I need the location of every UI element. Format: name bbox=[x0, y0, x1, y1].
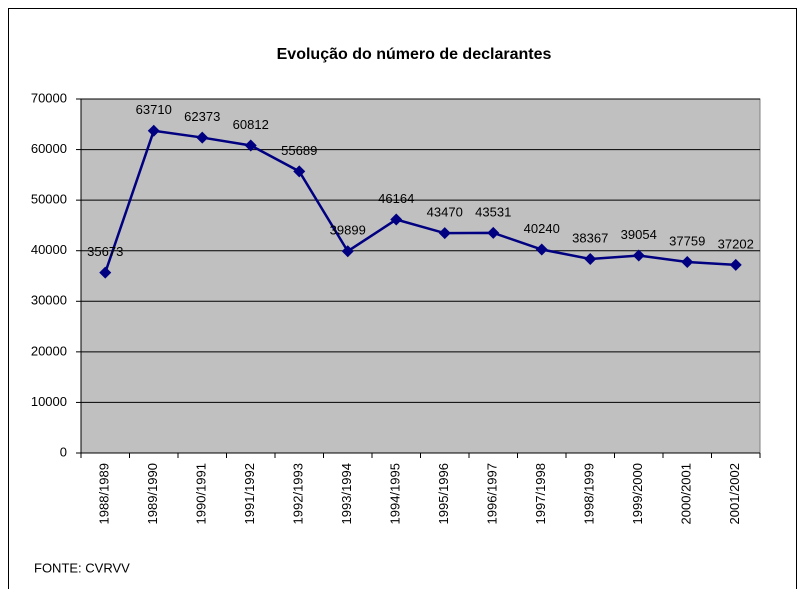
data-label: 38367 bbox=[572, 230, 608, 245]
x-tick-label: 1999/2000 bbox=[630, 463, 645, 524]
plot-area bbox=[80, 98, 761, 454]
y-tick-label: 40000 bbox=[31, 242, 67, 257]
x-tick-label: 1990/1991 bbox=[194, 463, 209, 524]
data-point bbox=[535, 243, 548, 256]
y-tick-label: 60000 bbox=[31, 141, 67, 156]
data-label: 35673 bbox=[87, 244, 123, 259]
x-tick-label: 1994/1995 bbox=[388, 463, 403, 524]
data-label: 43470 bbox=[427, 205, 463, 220]
data-label: 60812 bbox=[233, 117, 269, 132]
data-point bbox=[632, 249, 645, 262]
data-point bbox=[438, 227, 451, 240]
data-label: 46164 bbox=[378, 191, 414, 206]
source-note: FONTE: CVRVV bbox=[34, 560, 130, 575]
data-point bbox=[293, 165, 306, 178]
data-label: 40240 bbox=[524, 221, 560, 236]
x-tick-label: 1993/1994 bbox=[339, 463, 354, 524]
y-tick-label: 0 bbox=[60, 444, 67, 459]
x-tick-label: 1995/1996 bbox=[436, 463, 451, 524]
data-point bbox=[244, 139, 257, 152]
data-point bbox=[681, 256, 694, 269]
y-tick-label: 70000 bbox=[31, 90, 67, 105]
x-tick-label: 1997/1998 bbox=[533, 463, 548, 524]
y-tick-label: 20000 bbox=[31, 343, 67, 358]
data-label: 43531 bbox=[475, 204, 511, 219]
data-point bbox=[99, 266, 112, 279]
x-tick-label: 1996/1997 bbox=[485, 463, 500, 524]
y-tick-label: 50000 bbox=[31, 192, 67, 207]
x-tick-label: 2001/2002 bbox=[727, 463, 742, 524]
data-point bbox=[584, 252, 597, 265]
x-tick-label: 1992/1993 bbox=[291, 463, 306, 524]
data-point bbox=[390, 213, 403, 226]
data-label: 55689 bbox=[281, 143, 317, 158]
x-tick-label: 1991/1992 bbox=[242, 463, 257, 524]
y-tick-label: 30000 bbox=[31, 293, 67, 308]
data-point bbox=[196, 131, 209, 144]
x-tick-label: 1998/1999 bbox=[582, 463, 597, 524]
x-tick-label: 2000/2001 bbox=[679, 463, 694, 524]
data-label: 37759 bbox=[669, 233, 705, 248]
y-tick-label: 10000 bbox=[31, 394, 67, 409]
x-tick-label: 1989/1990 bbox=[145, 463, 160, 524]
data-point bbox=[341, 245, 354, 258]
data-point bbox=[729, 258, 742, 271]
x-tick-label: 1988/1989 bbox=[97, 463, 112, 524]
data-label: 39054 bbox=[621, 227, 657, 242]
chart-title: Evolução do número de declarantes bbox=[277, 46, 552, 63]
data-label: 62373 bbox=[184, 109, 220, 124]
data-label: 39899 bbox=[330, 223, 366, 238]
data-label: 37202 bbox=[718, 236, 754, 251]
data-line bbox=[104, 129, 736, 274]
data-point bbox=[147, 124, 160, 137]
data-label: 63710 bbox=[136, 102, 172, 117]
data-point bbox=[487, 226, 500, 239]
